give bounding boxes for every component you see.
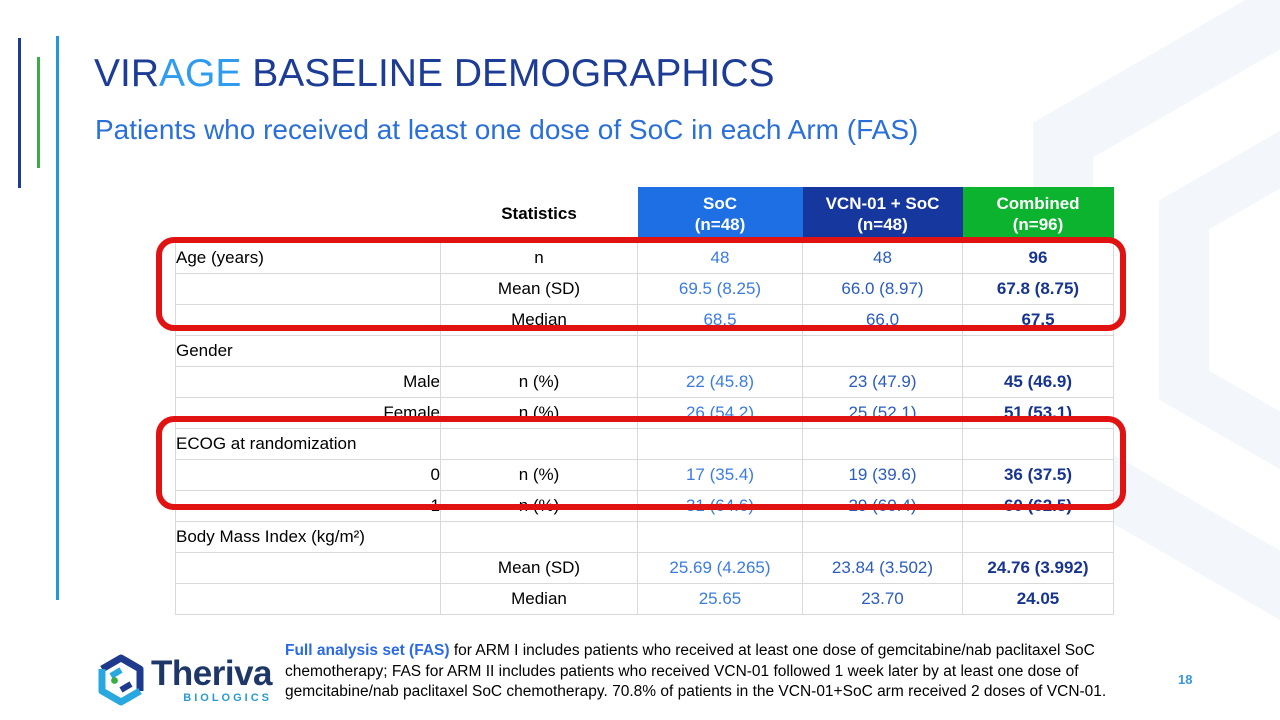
footnote-lead: Full analysis set (FAS)	[285, 642, 450, 659]
table-row: Mean (SD) 69.5 (8.25) 66.0 (8.97) 67.8 (…	[175, 273, 1114, 305]
stat-cell: Median	[440, 304, 638, 336]
title-part-vir: VIR	[94, 52, 160, 95]
table-row: Gender	[175, 335, 1114, 367]
col-header-vcn01-soc: VCN-01 + SoC (n=48)	[802, 187, 963, 243]
stat-cell: n (%)	[440, 459, 638, 491]
col-header-combined: Combined (n=96)	[962, 187, 1114, 243]
combined-value-cell	[962, 428, 1114, 460]
accent-bar-green	[37, 57, 40, 168]
combined-value-cell: 51 (53.1)	[962, 397, 1114, 429]
footnote: Full analysis set (FAS) for ARM I includ…	[285, 641, 1143, 703]
stat-cell	[440, 335, 638, 367]
combined-value-cell: 67.5	[962, 304, 1114, 336]
accent-bar-navy	[18, 38, 21, 188]
page-subtitle: Patients who received at least one dose …	[95, 114, 919, 145]
soc-value-cell: 25.69 (4.265)	[637, 552, 803, 584]
demographics-table-container: Statistics SoC (n=48) VCN-01 + SoC (n=48…	[175, 187, 1114, 615]
row-label-cell	[175, 552, 441, 584]
table-row: Median 25.65 23.70 24.05	[175, 583, 1114, 615]
row-label-cell	[175, 583, 441, 615]
title-part-age: AGE	[159, 52, 242, 95]
row-label-cell: 0	[175, 459, 441, 491]
vcn-value-cell	[802, 521, 963, 553]
soc-value-cell: 17 (35.4)	[637, 459, 803, 491]
stat-cell: Median	[440, 583, 638, 615]
soc-value-cell	[637, 428, 803, 460]
table-row: Mean (SD) 25.69 (4.265) 23.84 (3.502) 24…	[175, 552, 1114, 584]
accent-bar-blue	[56, 36, 59, 600]
stat-cell	[440, 521, 638, 553]
stat-cell: n (%)	[440, 490, 638, 522]
vcn-value-cell: 29 (60.4)	[802, 490, 963, 522]
soc-value-cell: 25.65	[637, 583, 803, 615]
row-label-cell: Age (years)	[175, 242, 441, 274]
vcn-value-cell: 48	[802, 242, 963, 274]
vcn-value-cell: 23.70	[802, 583, 963, 615]
table-row: Age (years) n 48 48 96	[175, 242, 1114, 274]
row-label-cell: Female	[175, 397, 441, 429]
combined-value-cell: 45 (46.9)	[962, 366, 1114, 398]
col-header-soc: SoC (n=48)	[637, 187, 803, 243]
stat-cell	[440, 428, 638, 460]
row-label-cell: ECOG at randomization	[175, 428, 441, 460]
combined-value-cell: 24.05	[962, 583, 1114, 615]
logo-biologics-label: BIOLOGICS	[183, 692, 272, 704]
table-row: Female n (%) 26 (54.2) 25 (52.1) 51 (53.…	[175, 397, 1114, 429]
table-row: Male n (%) 22 (45.8) 23 (47.9) 45 (46.9)	[175, 366, 1114, 398]
combined-value-cell: 60 (62.5)	[962, 490, 1114, 522]
stat-cell: n	[440, 242, 638, 274]
table-row: Body Mass Index (kg/m²)	[175, 521, 1114, 553]
soc-value-cell: 69.5 (8.25)	[637, 273, 803, 305]
combined-value-cell: 96	[962, 242, 1114, 274]
table-header-row: Statistics SoC (n=48) VCN-01 + SoC (n=48…	[176, 187, 1114, 243]
title-part-baseline-demographics: BASELINE DEMOGRAPHICS	[241, 52, 775, 95]
row-label-cell	[175, 304, 441, 336]
logo-name: Theriva	[151, 654, 273, 693]
stat-cell: n (%)	[440, 366, 638, 398]
vcn-value-cell: 23 (47.9)	[802, 366, 963, 398]
combined-value-cell: 24.76 (3.992)	[962, 552, 1114, 584]
vcn-value-cell	[802, 335, 963, 367]
soc-value-cell: 31 (64.6)	[637, 490, 803, 522]
col-header-statistics: Statistics	[440, 187, 638, 243]
combined-value-cell: 67.8 (8.75)	[962, 273, 1114, 305]
vcn-value-cell	[802, 428, 963, 460]
vcn-value-cell: 25 (52.1)	[802, 397, 963, 429]
page-title: VIRAGE BASELINE DEMOGRAPHICS	[94, 52, 775, 96]
soc-value-cell: 68.5	[637, 304, 803, 336]
row-label-cell: Male	[175, 366, 441, 398]
stat-cell: Mean (SD)	[440, 552, 638, 584]
table-row: 1 n (%) 31 (64.6) 29 (60.4) 60 (62.5)	[175, 490, 1114, 522]
stat-cell: Mean (SD)	[440, 273, 638, 305]
vcn-value-cell: 66.0 (8.97)	[802, 273, 963, 305]
page-number: 18	[1178, 672, 1193, 687]
row-label-cell: Body Mass Index (kg/m²)	[175, 521, 441, 553]
soc-value-cell: 26 (54.2)	[637, 397, 803, 429]
row-label-cell: 1	[175, 490, 441, 522]
footnote-body: for ARM I includes patients who received…	[285, 642, 1107, 700]
table-row: Median 68.5 66.0 67.5	[175, 304, 1114, 336]
soc-value-cell	[637, 521, 803, 553]
stat-cell: n (%)	[440, 397, 638, 429]
combined-value-cell	[962, 335, 1114, 367]
vcn-value-cell: 66.0	[802, 304, 963, 336]
demographics-table: Statistics SoC (n=48) VCN-01 + SoC (n=48…	[175, 187, 1114, 615]
row-label-cell	[175, 273, 441, 305]
table-row: 0 n (%) 17 (35.4) 19 (39.6) 36 (37.5)	[175, 459, 1114, 491]
combined-value-cell: 36 (37.5)	[962, 459, 1114, 491]
table-row: ECOG at randomization	[175, 428, 1114, 460]
row-label-cell: Gender	[175, 335, 441, 367]
theriva-logo: Theriva BIOLOGICS	[95, 653, 273, 707]
soc-value-cell	[637, 335, 803, 367]
hexagon-watermark-icon	[1033, 0, 1280, 620]
theriva-hexagon-logo-icon	[98, 654, 144, 706]
logo-wordmark: Theriva BIOLOGICS	[151, 654, 273, 704]
soc-value-cell: 48	[637, 242, 803, 274]
vcn-value-cell: 19 (39.6)	[802, 459, 963, 491]
col-header-empty	[176, 187, 441, 243]
vcn-value-cell: 23.84 (3.502)	[802, 552, 963, 584]
combined-value-cell	[962, 521, 1114, 553]
soc-value-cell: 22 (45.8)	[637, 366, 803, 398]
